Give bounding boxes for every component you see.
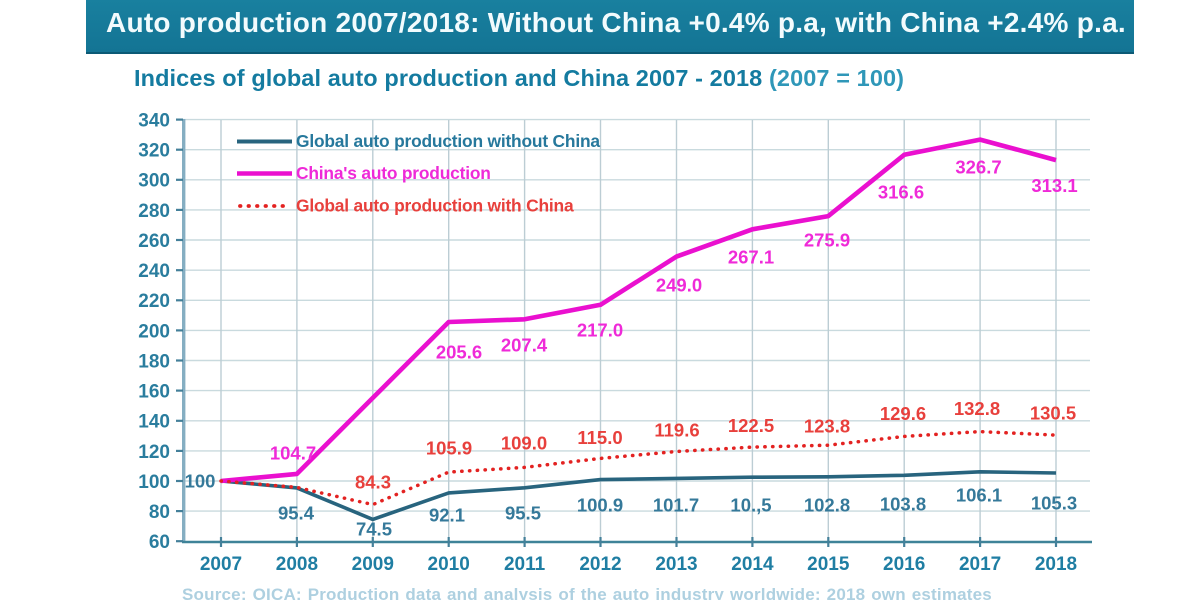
svg-text:105.9: 105.9 <box>426 438 472 459</box>
svg-text:320: 320 <box>138 141 170 162</box>
svg-text:100.9: 100.9 <box>577 495 623 516</box>
svg-text:207.4: 207.4 <box>501 335 548 356</box>
svg-text:129.6: 129.6 <box>880 403 926 424</box>
svg-text:102.8: 102.8 <box>804 495 850 516</box>
svg-text:2013: 2013 <box>655 554 697 575</box>
svg-text:205.6: 205.6 <box>436 342 482 363</box>
svg-text:95.4: 95.4 <box>278 503 315 524</box>
svg-text:119.6: 119.6 <box>654 420 699 441</box>
svg-text:2018: 2018 <box>1035 554 1077 575</box>
svg-text:120: 120 <box>138 442 170 463</box>
svg-text:326.7: 326.7 <box>955 157 1001 178</box>
svg-text:180: 180 <box>138 351 170 372</box>
svg-text:160: 160 <box>138 382 170 403</box>
svg-text:130.5: 130.5 <box>1030 403 1076 424</box>
svg-text:316.6: 316.6 <box>878 182 924 203</box>
svg-text:217.0: 217.0 <box>577 320 623 341</box>
svg-text:109.0: 109.0 <box>501 433 547 454</box>
svg-text:2007: 2007 <box>200 554 242 575</box>
svg-text:340: 340 <box>138 111 170 132</box>
svg-text:100: 100 <box>138 472 170 493</box>
svg-text:2010: 2010 <box>428 554 470 575</box>
svg-text:2008: 2008 <box>276 554 318 575</box>
svg-text:200: 200 <box>138 321 170 342</box>
svg-text:China's auto production: China's auto production <box>296 163 491 183</box>
svg-text:101.7: 101.7 <box>653 495 699 516</box>
svg-text:100: 100 <box>185 471 216 492</box>
svg-text:220: 220 <box>138 291 170 312</box>
svg-text:106.1: 106.1 <box>956 485 1002 506</box>
svg-text:2015: 2015 <box>807 554 850 575</box>
svg-text:140: 140 <box>138 412 170 433</box>
svg-text:103.8: 103.8 <box>880 494 926 515</box>
svg-text:280: 280 <box>138 201 170 222</box>
svg-text:2014: 2014 <box>731 554 774 575</box>
svg-text:122.5: 122.5 <box>728 415 774 436</box>
svg-text:115.0: 115.0 <box>577 427 622 448</box>
svg-text:123.8: 123.8 <box>804 416 850 437</box>
svg-text:132.8: 132.8 <box>954 398 1000 419</box>
svg-text:260: 260 <box>138 231 170 252</box>
svg-text:Global auto production with Ch: Global auto production with China <box>296 196 574 216</box>
svg-text:60: 60 <box>149 532 170 553</box>
svg-text:300: 300 <box>138 171 170 192</box>
svg-text:2016: 2016 <box>883 554 925 575</box>
svg-text:92.1: 92.1 <box>429 505 465 526</box>
svg-text:95.5: 95.5 <box>505 503 541 524</box>
svg-text:2011: 2011 <box>504 554 546 575</box>
svg-text:104.7: 104.7 <box>270 443 316 464</box>
svg-text:249.0: 249.0 <box>656 275 702 296</box>
svg-text:267.1: 267.1 <box>728 247 774 268</box>
svg-text:2009: 2009 <box>352 554 394 575</box>
svg-text:275.9: 275.9 <box>804 230 850 251</box>
svg-text:84.3: 84.3 <box>355 472 391 493</box>
svg-text:2012: 2012 <box>579 554 621 575</box>
svg-text:313.1: 313.1 <box>1031 175 1077 196</box>
svg-text:2017: 2017 <box>959 554 1001 575</box>
svg-text:105.3: 105.3 <box>1031 493 1077 514</box>
svg-text:240: 240 <box>138 261 170 282</box>
svg-text:74.5: 74.5 <box>356 519 392 540</box>
svg-text:Global auto production without: Global auto production without China <box>296 131 600 151</box>
svg-text:10.,5: 10.,5 <box>730 495 771 516</box>
svg-text:80: 80 <box>149 502 170 523</box>
